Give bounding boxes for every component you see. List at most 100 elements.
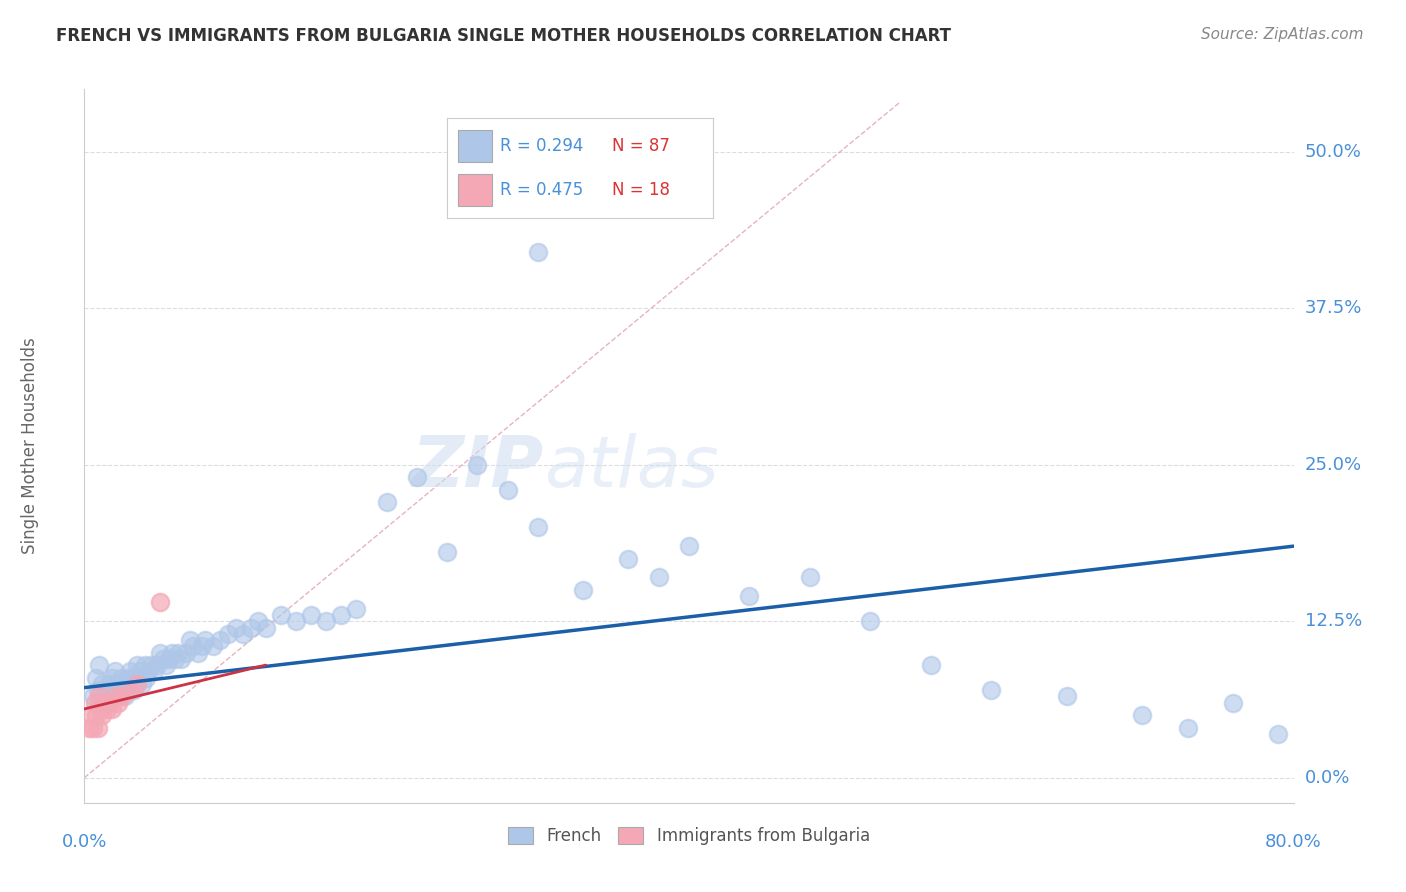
Point (110, 671, 132, 685)
Point (799, 570, 821, 584)
Text: 80.0%: 80.0% (1265, 833, 1322, 851)
Point (94, 683, 117, 698)
Point (91, 708, 114, 723)
Point (187, 646, 209, 660)
Point (107, 696, 129, 710)
Point (139, 658, 162, 673)
Point (142, 665, 165, 679)
Point (98, 696, 121, 710)
Text: ZIP: ZIP (412, 433, 544, 502)
Text: 12.5%: 12.5% (1305, 612, 1362, 631)
Point (87, 721, 110, 735)
Point (1056, 690, 1078, 704)
Point (239, 621, 262, 635)
Point (87, 683, 110, 698)
Point (101, 683, 124, 698)
Point (232, 627, 254, 641)
Point (117, 683, 139, 698)
Point (114, 690, 136, 704)
Point (129, 665, 152, 679)
Point (181, 640, 204, 654)
Text: FRENCH VS IMMIGRANTS FROM BULGARIA SINGLE MOTHER HOUSEHOLDS CORRELATION CHART: FRENCH VS IMMIGRANTS FROM BULGARIA SINGL… (56, 27, 952, 45)
Point (149, 595, 172, 609)
Point (330, 607, 353, 622)
Point (1177, 721, 1199, 735)
Point (107, 683, 129, 698)
Point (174, 646, 197, 660)
Point (100, 702, 122, 716)
Point (118, 665, 141, 679)
Text: Single Mother Households: Single Mother Households (21, 338, 39, 554)
Point (467, 458, 489, 472)
Point (315, 614, 337, 628)
Point (121, 671, 143, 685)
Text: Source: ZipAtlas.com: Source: ZipAtlas.com (1201, 27, 1364, 42)
Point (115, 671, 138, 685)
Point (120, 677, 142, 691)
Point (108, 690, 131, 704)
Point (167, 646, 190, 660)
Point (617, 551, 640, 566)
Point (179, 633, 201, 648)
Point (678, 539, 700, 553)
Text: 0.0%: 0.0% (62, 833, 107, 851)
Point (247, 614, 270, 628)
Point (82, 721, 104, 735)
Point (93, 690, 115, 704)
Point (375, 495, 398, 509)
Legend: French, Immigrants from Bulgaria: French, Immigrants from Bulgaria (502, 820, 876, 852)
Point (96, 696, 118, 710)
Point (738, 589, 761, 603)
Point (86, 671, 108, 685)
Point (217, 627, 239, 641)
Point (165, 652, 187, 666)
Point (496, 483, 519, 497)
Point (136, 665, 159, 679)
Point (299, 607, 322, 622)
Point (209, 633, 232, 648)
Point (572, 582, 595, 597)
Point (100, 671, 122, 685)
Point (980, 683, 1002, 698)
Point (1130, 708, 1153, 723)
Point (1267, 727, 1289, 741)
Point (89, 696, 111, 710)
Point (436, 545, 458, 559)
Text: 0.0%: 0.0% (1305, 769, 1350, 787)
Point (648, 570, 671, 584)
Point (122, 683, 145, 698)
Point (254, 621, 277, 635)
Point (127, 658, 149, 673)
Point (920, 658, 942, 673)
Point (191, 640, 214, 654)
Point (201, 640, 224, 654)
Point (104, 690, 127, 704)
Point (105, 677, 128, 691)
Point (118, 683, 141, 698)
Point (91, 677, 114, 691)
Point (77, 721, 100, 735)
Point (112, 677, 135, 691)
Point (1222, 696, 1244, 710)
Point (135, 671, 157, 685)
Point (859, 614, 882, 628)
Point (127, 677, 149, 691)
Point (82, 690, 104, 704)
Text: 50.0%: 50.0% (1305, 143, 1361, 161)
Point (170, 652, 193, 666)
Point (406, 470, 429, 484)
Point (527, 244, 550, 259)
Point (346, 601, 368, 615)
Point (86, 708, 108, 723)
Point (89, 690, 111, 704)
Point (128, 671, 150, 685)
Point (194, 633, 217, 648)
Point (104, 665, 127, 679)
Point (97, 677, 120, 691)
Point (84, 696, 107, 710)
Point (125, 677, 148, 691)
Text: 37.5%: 37.5% (1305, 300, 1362, 318)
Point (80, 708, 103, 723)
Point (90, 702, 112, 716)
Point (93, 696, 115, 710)
